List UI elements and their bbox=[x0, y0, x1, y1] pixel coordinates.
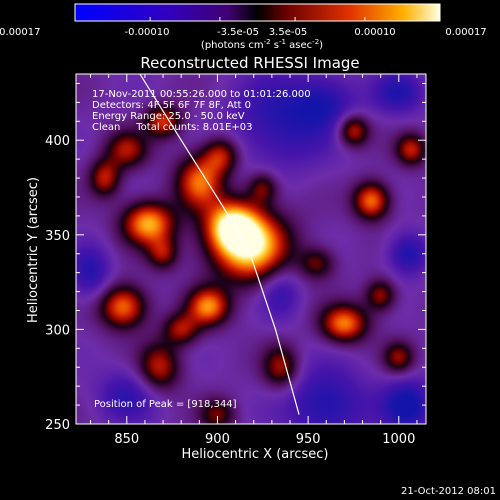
annotation-clean-counts: Clean Total counts: 8.01E+03 bbox=[92, 122, 252, 133]
x-axis-label: Heliocentric X (arcsec) bbox=[182, 447, 329, 462]
annotation-energy-range: Energy Range: 25.0 - 50.0 keV bbox=[92, 111, 245, 122]
y-axis-label: Heliocentric Y (arcsec) bbox=[26, 177, 41, 323]
y-tick-label: 300 bbox=[45, 323, 70, 338]
colorbar-tick-label: 0.00010 bbox=[354, 27, 395, 38]
colorbar-tick-label: 0.00017 bbox=[445, 27, 486, 38]
colorbar-unit-label: (photons cm-2 s-1 asec-2) bbox=[201, 38, 323, 51]
plot-frame bbox=[75, 73, 427, 425]
peak-position-label: Position of Peak = [918,344] bbox=[94, 399, 237, 410]
colorbar-tick-label: -0.00010 bbox=[125, 27, 170, 38]
colorbar-tick-label: -3.5e-05 bbox=[217, 27, 259, 38]
x-tick-label: 950 bbox=[296, 432, 321, 447]
footer-timestamp: 21-Oct-2012 08:01 bbox=[401, 486, 496, 497]
annotation-detectors: Detectors: 4F 5F 6F 7F 8F, Att 0 bbox=[92, 100, 251, 111]
heatmap-area bbox=[76, 74, 426, 424]
colorbar-tick-label: 3.5e-05 bbox=[269, 27, 307, 38]
chart-title: Reconstructed RHESSI Image bbox=[140, 54, 359, 72]
y-tick-label: 250 bbox=[45, 418, 70, 433]
x-tick-label: 1000 bbox=[382, 432, 415, 447]
colorbar-gradient bbox=[74, 3, 441, 22]
annotation-time-range: 17-Nov-2011 00:55:26.000 to 01:01:26.000 bbox=[92, 89, 311, 100]
colorbar: -0.00017 -0.00010 -3.5e-05 3.5e-05 0.000… bbox=[0, 3, 487, 51]
colorbar-tick-marks bbox=[74, 17, 441, 21]
solar-limb-line bbox=[139, 74, 300, 415]
colorbar-tick-label: -0.00017 bbox=[0, 27, 40, 38]
x-tick-label: 900 bbox=[205, 432, 230, 447]
x-tick-label: 850 bbox=[114, 432, 139, 447]
heatmap-image bbox=[76, 74, 426, 424]
y-tick-label: 400 bbox=[45, 134, 70, 149]
y-tick-label: 350 bbox=[45, 229, 70, 244]
axis-tick-marks bbox=[76, 74, 426, 425]
